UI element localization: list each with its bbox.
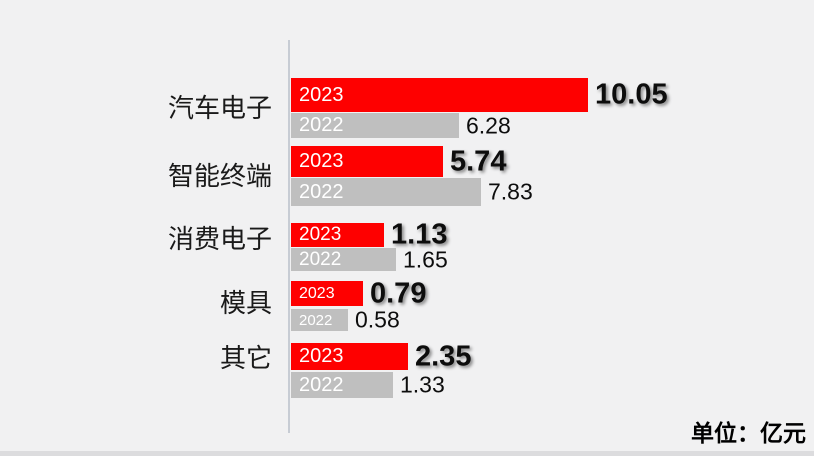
- unit-label: 单位：亿元: [691, 420, 806, 446]
- bar-year-label: 2022: [299, 248, 342, 270]
- bottom-edge-strip: [0, 451, 814, 456]
- category-label: 消费电子: [167, 224, 272, 254]
- value-label-2022: 7.83: [488, 178, 533, 205]
- bar-year-label: 2023: [299, 224, 342, 245]
- category-label: 智能终端: [167, 161, 272, 191]
- value-label-2022: 6.28: [466, 112, 511, 138]
- bar-year-label: 2022: [299, 311, 333, 329]
- bar-2023: 2023: [291, 281, 363, 306]
- bar-2023: 2023: [291, 343, 408, 370]
- value-label-2023: 1.13: [391, 218, 448, 251]
- value-label-2023: 0.79: [370, 277, 427, 309]
- bar-year-label: 2022: [299, 180, 344, 203]
- value-label-2023: 5.74: [450, 145, 507, 177]
- bar-year-label: 2022: [299, 114, 344, 136]
- bar-2022: 2022: [291, 113, 459, 138]
- bar-year-label: 2023: [299, 83, 344, 106]
- bar-2023: 2023: [291, 146, 443, 177]
- bar-2022: 2022: [291, 248, 396, 271]
- value-label-2022: 1.65: [403, 246, 448, 272]
- bar-year-label: 2022: [299, 373, 344, 396]
- bar-2022: 2022: [291, 309, 348, 331]
- category-label: 汽车电子: [167, 93, 272, 123]
- category-label: 模具: [219, 288, 272, 318]
- y-axis-line: [288, 40, 290, 433]
- bar-2023: 2023: [291, 223, 384, 247]
- bar-year-label: 2023: [299, 150, 344, 172]
- value-label-2023: 2.35: [415, 340, 472, 372]
- category-label: 其它: [219, 343, 272, 373]
- bar-year-label: 2023: [299, 345, 344, 367]
- bar-year-label: 2023: [299, 284, 335, 302]
- bar-2022: 2022: [291, 178, 481, 206]
- value-label-2022: 1.33: [400, 371, 445, 398]
- value-label-2022: 0.58: [355, 306, 400, 333]
- bar-2022: 2022: [291, 372, 393, 398]
- value-label-2023: 10.05: [595, 78, 668, 111]
- bar-2023: 2023: [291, 78, 588, 112]
